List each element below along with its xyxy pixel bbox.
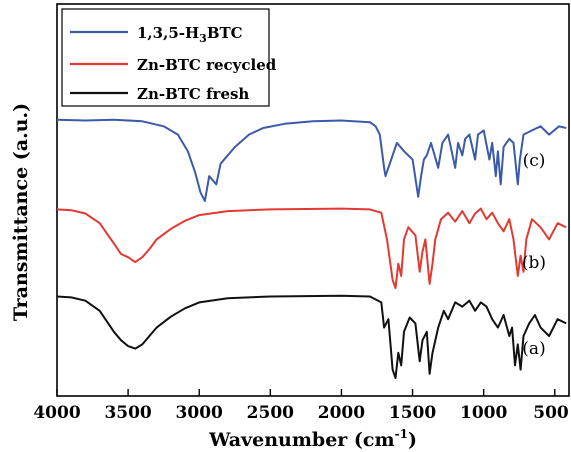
x-tick-label: 2500 [247, 403, 294, 423]
spectrum-line-a [56, 294, 567, 379]
x-tick-label: 4000 [33, 403, 80, 423]
x-tick-label: 500 [533, 403, 569, 423]
x-tick-label: 3000 [176, 403, 223, 423]
legend-label-fresh: Zn-BTC fresh [137, 85, 249, 103]
x-axis-ticks: 4000 3500 3000 2500 2000 1500 1000 500 [33, 389, 569, 423]
x-tick-label: 3500 [104, 403, 151, 423]
curve-label-b: (b) [522, 253, 546, 273]
y-axis-title: Transmittance (a.u.) [10, 103, 32, 321]
x-tick-label: 1500 [389, 403, 436, 423]
legend-subscript: 3 [199, 32, 207, 45]
x-tick-label: 2000 [318, 403, 365, 423]
spectrum-line-b [56, 207, 567, 289]
curve-label-a: (a) [522, 339, 545, 359]
curve-label-c: (c) [523, 151, 546, 171]
x-axis-title-superscript: -1 [395, 427, 408, 441]
legend: 1,3,5-H3BTC Zn-BTC recycled Zn-BTC fresh [61, 8, 277, 107]
x-tick-label: 1000 [460, 403, 507, 423]
spectrum-line-c [56, 118, 567, 202]
legend-label-h3btc: 1,3,5-H3BTC [137, 24, 243, 45]
curve-labels: (c) (b) (a) [522, 151, 546, 359]
spectra-curves [56, 118, 567, 379]
plot-area-border [56, 3, 570, 397]
legend-label-recycled: Zn-BTC recycled [137, 56, 277, 74]
x-axis-title: Wavenumber (cm-1) [208, 427, 417, 451]
legend-box [61, 8, 270, 107]
